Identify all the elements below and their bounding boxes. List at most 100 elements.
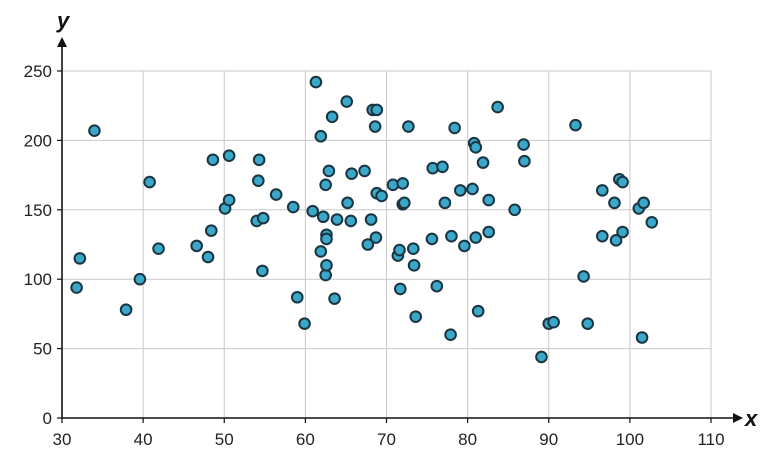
data-point (547, 315, 560, 329)
y-tick-label: 50 (33, 340, 52, 359)
data-point (445, 229, 458, 243)
y-axis-label: y (56, 8, 71, 33)
data-point (409, 310, 423, 323)
data-point (396, 177, 410, 190)
data-point (482, 193, 496, 207)
data-points (70, 75, 659, 364)
data-point (322, 164, 336, 178)
data-point (595, 229, 609, 243)
data-point (406, 242, 420, 255)
data-point (298, 317, 311, 330)
data-point (340, 95, 354, 108)
data-point (73, 252, 87, 265)
data-point (133, 272, 147, 286)
data-point (269, 188, 283, 201)
x-tick-label: 60 (296, 430, 315, 449)
data-point (222, 193, 236, 207)
data-point (201, 250, 215, 264)
x-tick-label: 110 (697, 430, 724, 449)
data-point (469, 231, 483, 244)
data-point (320, 259, 333, 272)
data-point (256, 211, 270, 225)
data-point (448, 121, 461, 135)
data-point (595, 184, 609, 197)
data-point (471, 304, 485, 318)
x-axis-label: x (744, 406, 758, 431)
x-tick-label: 50 (215, 430, 234, 449)
data-point (316, 210, 330, 224)
data-point (341, 196, 354, 210)
data-point (206, 153, 220, 167)
x-tick-label: 80 (458, 430, 477, 449)
data-point (402, 120, 415, 133)
data-point (608, 196, 621, 210)
data-point (345, 167, 358, 181)
y-tick-label: 200 (24, 131, 52, 150)
data-point (361, 238, 375, 251)
tick-labels: 30 40 50 60 70 80 90 100 110 0 50 100 150 200 250 (24, 62, 725, 449)
data-point (252, 153, 266, 167)
data-point (375, 189, 388, 203)
data-point (518, 154, 531, 168)
data-point (407, 259, 421, 272)
data-point (581, 317, 594, 330)
data-point (393, 282, 407, 296)
y-tick-label: 250 (24, 62, 52, 81)
data-point (344, 214, 358, 228)
y-tick-label: 0 (43, 409, 52, 428)
data-point (143, 175, 156, 189)
x-tick-label: 30 (53, 430, 72, 449)
data-point (482, 225, 496, 239)
data-point (635, 331, 649, 344)
data-point (256, 264, 269, 278)
data-point (320, 232, 333, 246)
data-point (204, 224, 218, 237)
data-point (491, 100, 504, 114)
data-point (458, 239, 471, 253)
data-point (152, 242, 165, 255)
data-point (364, 213, 378, 226)
data-point (466, 182, 479, 196)
axes (57, 37, 743, 423)
data-point (430, 279, 444, 293)
data-point (88, 124, 101, 137)
data-point (319, 178, 332, 192)
data-point (517, 138, 530, 151)
data-point (438, 196, 452, 210)
data-point (436, 160, 449, 174)
data-point (368, 120, 382, 133)
data-point (222, 149, 236, 162)
data-point (328, 292, 341, 305)
data-point (370, 103, 384, 117)
data-point (314, 129, 328, 143)
data-point (444, 328, 457, 342)
data-point (190, 239, 203, 253)
data-point (325, 110, 339, 124)
data-point (252, 174, 265, 187)
x-tick-label: 90 (539, 430, 558, 449)
x-tick-label: 40 (134, 430, 153, 449)
data-point (508, 203, 521, 217)
data-point (616, 225, 629, 239)
data-point (358, 164, 371, 178)
data-point (309, 75, 323, 89)
data-point (476, 156, 490, 169)
data-point (637, 196, 650, 210)
data-point (119, 303, 133, 317)
data-point (609, 234, 623, 247)
data-point (306, 204, 319, 218)
data-point (286, 200, 300, 214)
data-point (314, 245, 328, 258)
data-point (393, 243, 406, 257)
data-point (425, 232, 439, 246)
data-point (369, 231, 383, 244)
data-point (290, 290, 304, 304)
data-point (535, 350, 548, 364)
data-point (70, 281, 83, 294)
data-point (577, 270, 590, 283)
data-point (330, 213, 344, 226)
y-tick-label: 100 (24, 270, 52, 289)
data-point (398, 196, 411, 210)
data-point (469, 141, 483, 154)
